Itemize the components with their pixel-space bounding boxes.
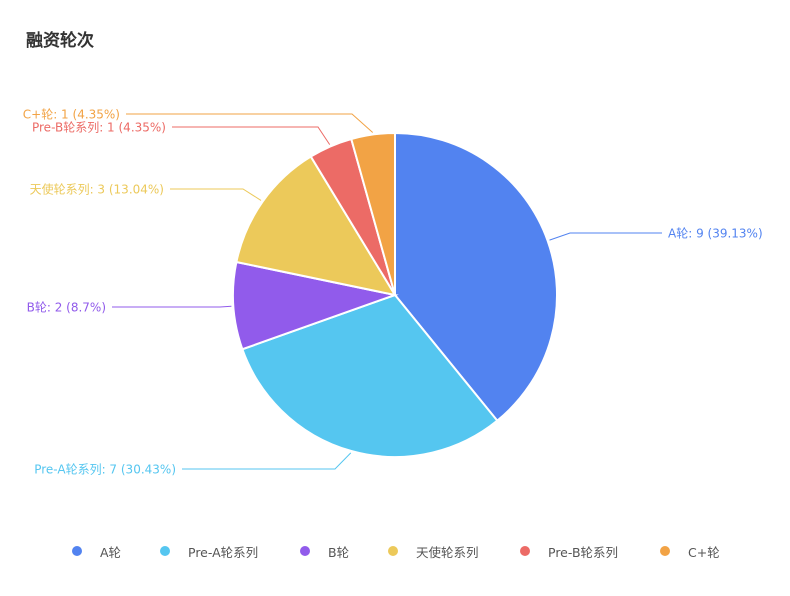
legend-item[interactable]: Pre-B轮系列 [520, 540, 618, 562]
legend-marker-icon [300, 546, 310, 556]
legend-label: A轮 [100, 544, 122, 560]
slice-label: B轮: 2 (8.7%) [27, 301, 106, 315]
pie-slice[interactable] [232, 260, 399, 351]
legend-label: Pre-A轮系列 [188, 544, 259, 560]
legend-item[interactable]: A轮 [72, 540, 121, 562]
label-leader-line [126, 113, 374, 133]
legend-marker-icon [520, 546, 530, 556]
legend-label: 天使轮系列 [416, 544, 479, 560]
legend-item[interactable]: C+轮 [660, 540, 720, 562]
chart-title: 融资轮次 [26, 31, 94, 51]
legend-label: B轮 [328, 544, 350, 560]
pie-slice[interactable] [241, 293, 499, 458]
slice-label: 天使轮系列: 3 (13.04%) [30, 182, 164, 197]
pie-slice[interactable] [235, 155, 398, 297]
slice-label: Pre-B轮系列: 1 (4.35%) [32, 121, 166, 135]
slice-label: C+轮: 1 (4.35%) [23, 108, 120, 122]
legend-marker-icon [388, 546, 398, 556]
chart-legend: A轮 Pre-A轮系列 B轮 天使轮系列 Pre-B轮系列 C+轮 [0, 540, 790, 562]
legend-marker-icon [160, 546, 170, 556]
label-leader-line [170, 188, 262, 201]
label-leader-line [549, 232, 662, 241]
label-leader-line [112, 305, 232, 308]
legend-marker-icon [72, 546, 82, 556]
legend-item[interactable]: Pre-A轮系列 [160, 540, 258, 562]
legend-item[interactable]: B轮 [300, 540, 349, 562]
pie-slice[interactable] [350, 131, 396, 296]
legend-marker-icon [660, 546, 670, 556]
slice-label: A轮: 9 (39.13%) [668, 227, 763, 241]
pie-slice[interactable] [394, 131, 558, 423]
legend-item[interactable]: 天使轮系列 [388, 540, 479, 562]
slice-label: Pre-A轮系列: 7 (30.43%) [34, 463, 176, 477]
label-leader-line [172, 126, 331, 145]
legend-label: Pre-B轮系列 [548, 544, 619, 560]
label-leader-line [182, 452, 352, 470]
legend-label: C+轮 [688, 544, 720, 560]
pie-chart: A轮: 9 (39.13%) Pre-A轮系列: 7 (30.43%) B轮: 2 … [23, 108, 763, 477]
